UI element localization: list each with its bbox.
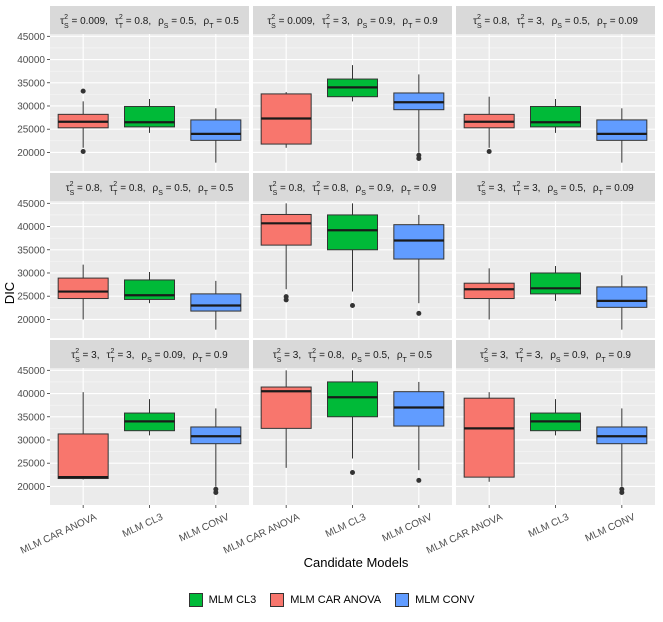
outlier-point bbox=[416, 152, 422, 158]
facet-panel: τ2 S = 0.009, τ2 T = 0.8, ρS = 0.5, ρT = 0.5 2… bbox=[17, 6, 249, 171]
box bbox=[57, 433, 109, 480]
legend-key-cl3 bbox=[188, 593, 203, 607]
y-tick-label: 35000 bbox=[17, 78, 45, 89]
x-tick-label: MLM CONV bbox=[381, 512, 435, 545]
facet-panel: τ2 S = 3, τ2 T = 0.8, ρS = 0.5, ρT = 0.5 MLM C… bbox=[222, 340, 452, 557]
y-tick-label: 45000 bbox=[17, 32, 45, 43]
y-tick-label: 25000 bbox=[17, 459, 45, 470]
box bbox=[327, 381, 378, 418]
y-tick-label: 40000 bbox=[17, 389, 45, 400]
y-tick-label: 35000 bbox=[17, 245, 45, 256]
facet-panel: τ2 S = 0.009, τ2 T = 3, ρS = 0.9, ρT = 0.9 bbox=[253, 6, 452, 171]
legend-key-car-anova bbox=[270, 593, 285, 607]
box bbox=[530, 105, 581, 128]
facet-strip-label: τ2 S = 3, τ2 T = 3, ρS = 0.09, ρT = 0.9 bbox=[71, 348, 228, 364]
facet-strip bbox=[50, 6, 249, 34]
facet-panel: τ2 S = 0.8, τ2 T = 3, ρS = 0.5, ρT = 0.09 bbox=[456, 6, 655, 171]
facet-panel: τ2 S = 0.8, τ2 T = 0.8, ρS = 0.5, ρT = 0.5 200… bbox=[17, 173, 249, 338]
outlier-point bbox=[213, 486, 219, 492]
facet-strip-label: τ2 S = 0.8, τ2 T = 0.8, ρS = 0.9, ρT = 0.9 bbox=[269, 181, 437, 197]
facet-panels: τ2 S = 0.009, τ2 T = 0.8, ρS = 0.5, ρT = 0.5 2… bbox=[17, 6, 655, 557]
y-tick-label: 30000 bbox=[17, 268, 45, 279]
legend-label: MLM CONV bbox=[415, 594, 475, 606]
y-tick-label: 20000 bbox=[17, 148, 45, 159]
y-tick-label: 35000 bbox=[17, 412, 45, 423]
x-tick-label: MLM CONV bbox=[178, 512, 232, 545]
x-tick-label: MLM CL3 bbox=[527, 512, 571, 540]
y-tick-label: 40000 bbox=[17, 222, 45, 233]
y-tick-label: 20000 bbox=[17, 315, 45, 326]
legend-item: MLM CAR ANOVA bbox=[270, 593, 381, 607]
legend-label: MLM CAR ANOVA bbox=[290, 594, 382, 606]
box bbox=[327, 214, 378, 251]
y-tick-label: 45000 bbox=[17, 366, 45, 377]
legend-key-conv bbox=[395, 593, 410, 607]
x-tick-label: MLM CAR ANOVA bbox=[222, 512, 302, 557]
facet-strip-label: τ2 S = 3, τ2 T = 0.8, ρS = 0.5, ρT = 0.5 bbox=[273, 348, 433, 364]
outlier-point bbox=[80, 148, 86, 154]
facet-strip-label: τ2 S = 3, τ2 T = 3, ρS = 0.9, ρT = 0.9 bbox=[480, 348, 631, 364]
box bbox=[190, 293, 242, 312]
x-tick-label: MLM CAR ANOVA bbox=[425, 512, 505, 557]
facet-strip-label: τ2 S = 0.8, τ2 T = 0.8, ρS = 0.5, ρT = 0.5 bbox=[66, 181, 234, 197]
facet-panel: τ2 S = 0.8, τ2 T = 0.8, ρS = 0.9, ρT = 0.9 bbox=[253, 173, 452, 338]
facet-strip bbox=[456, 6, 655, 34]
outlier-point bbox=[416, 477, 422, 483]
box bbox=[393, 391, 445, 427]
legend-item: MLM CONV bbox=[395, 593, 474, 607]
facet-strip bbox=[253, 340, 452, 368]
x-tick-label: MLM CL3 bbox=[121, 512, 165, 540]
legend: MLM CL3 MLM CAR ANOVA MLM CONV bbox=[0, 590, 663, 610]
outlier-point bbox=[283, 294, 289, 300]
facet-strip-label: τ2 S = 3, τ2 T = 3, ρS = 0.5, ρT = 0.09 bbox=[477, 181, 634, 197]
facet-panel: τ2 S = 3, τ2 T = 3, ρS = 0.5, ρT = 0.09 bbox=[456, 173, 655, 338]
y-tick-label: 30000 bbox=[17, 101, 45, 112]
box bbox=[530, 272, 581, 295]
outlier-point bbox=[80, 88, 86, 94]
box bbox=[124, 105, 175, 128]
facet-strip bbox=[253, 6, 452, 34]
x-axis-title: Candidate Models bbox=[304, 555, 409, 570]
y-tick-label: 20000 bbox=[17, 482, 45, 493]
box bbox=[596, 119, 648, 141]
legend-label: MLM CL3 bbox=[208, 594, 257, 606]
box bbox=[124, 279, 175, 300]
y-tick-label: 30000 bbox=[17, 435, 45, 446]
box bbox=[260, 213, 312, 246]
y-tick-label: 25000 bbox=[17, 125, 45, 136]
facet-strip bbox=[50, 340, 249, 368]
y-axis-title: DIC bbox=[2, 282, 17, 304]
box bbox=[393, 224, 445, 260]
box bbox=[190, 119, 242, 141]
facet-strip bbox=[253, 173, 452, 201]
outlier-point bbox=[416, 310, 422, 316]
outlier-point bbox=[486, 148, 492, 154]
y-tick-label: 25000 bbox=[17, 292, 45, 303]
x-tick-label: MLM CONV bbox=[584, 512, 638, 545]
legend-item: MLM CL3 bbox=[188, 593, 257, 607]
facet-strip bbox=[456, 173, 655, 201]
facet-strip bbox=[456, 340, 655, 368]
boxplot-chart: DIC Candidate Models τ2 S = 0.009, τ2 T = 0… bbox=[2, 6, 655, 570]
outlier-point bbox=[350, 302, 355, 308]
facet-strip-label: τ2 S = 0.009, τ2 T = 3, ρS = 0.9, ρT = 0.9 bbox=[267, 14, 438, 30]
facet-strip-label: τ2 S = 0.8, τ2 T = 3, ρS = 0.5, ρT = 0.09 bbox=[473, 14, 638, 30]
y-tick-label: 40000 bbox=[17, 55, 45, 66]
facet-panel: τ2 S = 3, τ2 T = 3, ρS = 0.9, ρT = 0.9 MLM CAR… bbox=[425, 340, 655, 557]
y-tick-label: 45000 bbox=[17, 199, 45, 210]
facet-strip-label: τ2 S = 0.009, τ2 T = 0.8, ρS = 0.5, ρT = 0.5 bbox=[60, 14, 239, 30]
x-tick-label: MLM CAR ANOVA bbox=[19, 512, 99, 557]
x-tick-label: MLM CL3 bbox=[324, 512, 368, 540]
box bbox=[463, 397, 515, 478]
box bbox=[260, 386, 312, 429]
box bbox=[463, 282, 515, 300]
outlier-point bbox=[619, 486, 625, 492]
box bbox=[57, 277, 109, 300]
facet-strip bbox=[50, 173, 249, 201]
outlier-point bbox=[350, 469, 355, 475]
facet-panel: τ2 S = 3, τ2 T = 3, ρS = 0.09, ρT = 0.9 20000 2… bbox=[17, 340, 249, 557]
box bbox=[596, 286, 648, 308]
